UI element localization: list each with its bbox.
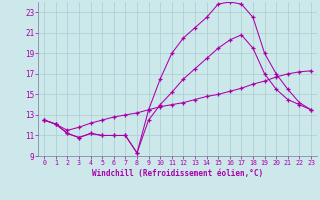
X-axis label: Windchill (Refroidissement éolien,°C): Windchill (Refroidissement éolien,°C) — [92, 169, 263, 178]
